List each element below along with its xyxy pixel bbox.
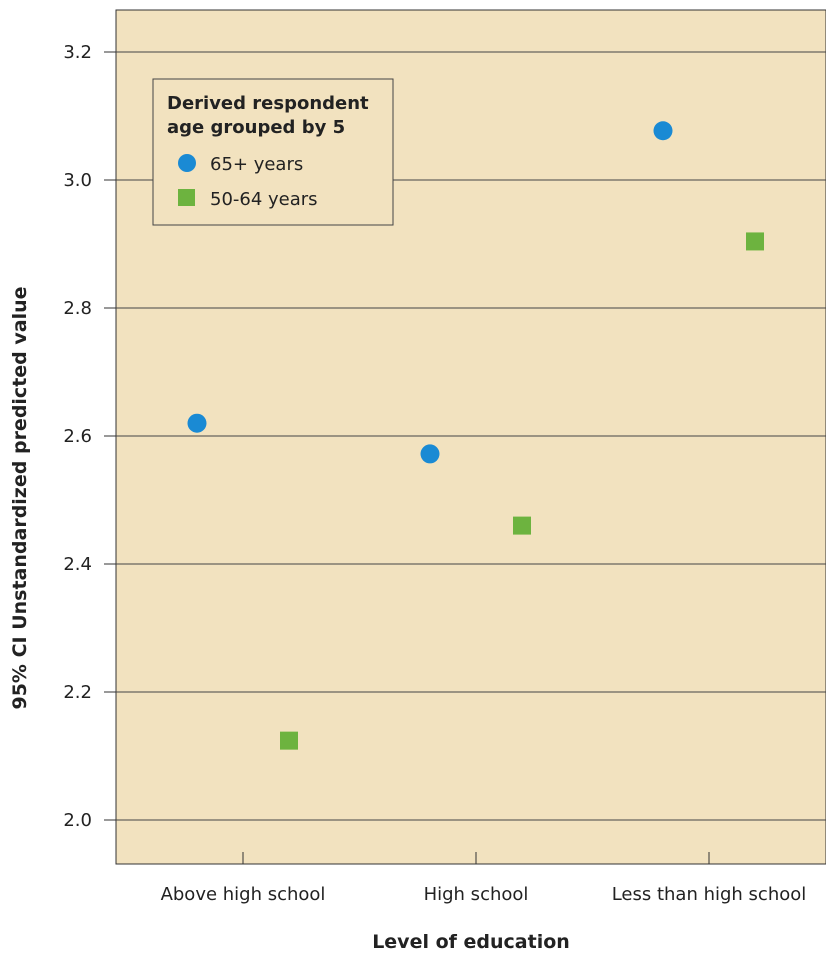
- point-65-plus: [653, 121, 673, 141]
- y-tick-label: 2.4: [63, 554, 92, 575]
- point-65-plus: [187, 413, 207, 433]
- y-tick-label: 3.2: [63, 42, 92, 63]
- legend-label-50-64: 50-64 years: [210, 189, 318, 210]
- x-tick-label: Less than high school: [612, 884, 807, 905]
- y-tick-label: 2.2: [63, 682, 92, 703]
- x-tick-label: Above high school: [161, 884, 326, 905]
- legend-marker-65-plus: [178, 154, 196, 172]
- legend-title-line-2: age grouped by 5: [167, 117, 345, 138]
- point-50-64: [280, 731, 298, 750]
- y-axis-title: 95% CI Unstandardized predicted value: [9, 286, 31, 709]
- y-axis-ticks: 2.0 2.2 2.4 2.6 2.8 3.0 3.2: [63, 42, 116, 831]
- point-50-64: [513, 516, 531, 535]
- x-axis-title: Level of education: [372, 931, 570, 953]
- x-axis-ticks: Above high school High school Less than hi…: [161, 852, 807, 905]
- legend: Derived respondent age grouped by 5 65+ …: [152, 78, 394, 226]
- legend-marker-50-64: [178, 189, 195, 206]
- y-tick-label: 2.8: [63, 298, 92, 319]
- y-tick-label: 2.6: [63, 426, 92, 447]
- y-tick-label: 2.0: [63, 810, 92, 831]
- legend-title-line-1: Derived respondent: [167, 93, 369, 114]
- gridlines: [116, 51, 826, 821]
- y-tick-label: 3.0: [63, 170, 92, 191]
- point-65-plus: [420, 444, 440, 464]
- x-tick-label: High school: [424, 884, 529, 905]
- legend-label-65-plus: 65+ years: [210, 154, 303, 175]
- data-points: [187, 121, 764, 750]
- point-50-64: [746, 232, 764, 251]
